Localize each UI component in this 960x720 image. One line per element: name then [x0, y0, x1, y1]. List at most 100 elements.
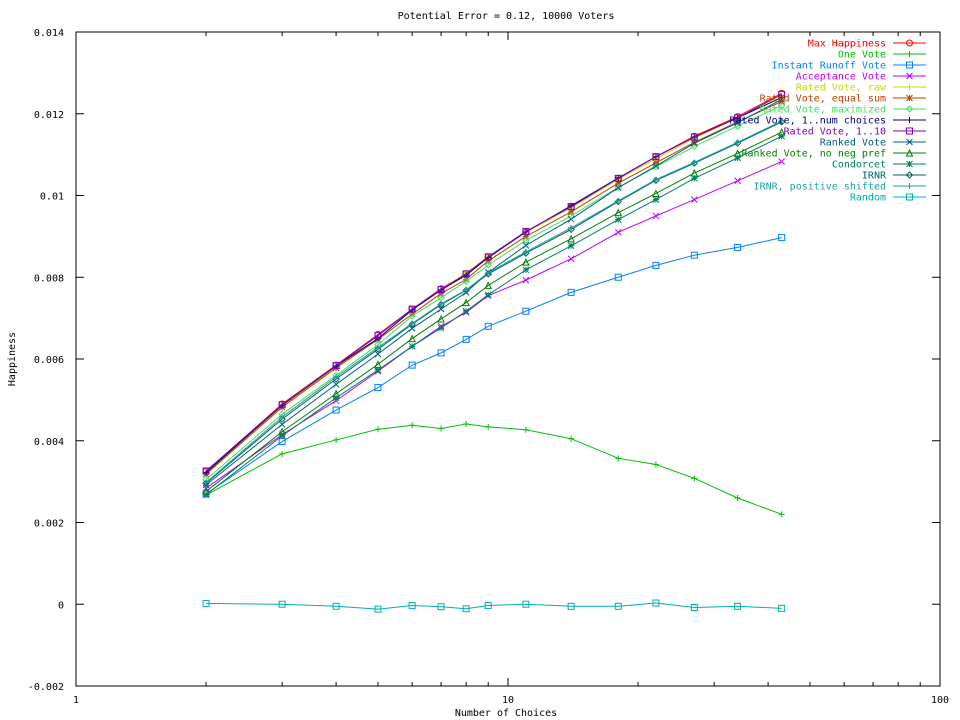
data-point [522, 266, 530, 274]
y-tick-label: 0.01 [40, 192, 64, 203]
series-line [206, 602, 782, 610]
data-point [691, 159, 698, 166]
legend-marker [906, 39, 913, 47]
data-point [652, 461, 659, 468]
data-point [522, 248, 529, 255]
data-point [522, 276, 530, 284]
legend-label: Max Happiness [808, 39, 886, 50]
data-point [462, 270, 470, 278]
data-point [522, 426, 529, 433]
data-point [332, 602, 340, 610]
data-point [734, 114, 742, 122]
data-point [567, 288, 575, 296]
data-point [778, 91, 786, 99]
y-tick-label: 0.012 [34, 110, 64, 121]
series-line [205, 131, 782, 492]
data-point [734, 118, 741, 126]
legend-marker [906, 193, 913, 201]
legend-label: Rated Vote, maximized [760, 105, 886, 116]
data-point [484, 253, 492, 261]
data-point [278, 421, 286, 428]
legend-marker [906, 117, 913, 123]
data-point [203, 479, 210, 486]
series-line [205, 94, 782, 472]
y-tick-label: 0.014 [34, 28, 64, 39]
data-point [437, 305, 445, 313]
legend-label: Ranked Vote, no neg pref [742, 149, 887, 160]
data-point [374, 366, 382, 374]
data-point [734, 494, 741, 501]
data-point [332, 362, 340, 370]
data-point [614, 208, 623, 217]
data-point [652, 189, 660, 197]
data-point [778, 96, 786, 103]
legend-label: Condorcet [832, 160, 886, 171]
series-random [202, 599, 786, 613]
data-point [408, 305, 416, 313]
data-point [462, 605, 470, 613]
chart-title: Potential Error = 0.12, 10000 Voters [398, 11, 615, 22]
data-point [652, 176, 659, 183]
data-point [614, 179, 622, 187]
data-point [278, 432, 286, 440]
data-point [438, 425, 445, 432]
data-point [437, 314, 445, 323]
data-point [615, 455, 622, 462]
y-tick-label: 0.004 [34, 437, 64, 448]
data-point [522, 233, 530, 240]
data-point [690, 604, 698, 612]
data-point [374, 426, 381, 433]
series-irnr-positive-shifted [203, 118, 785, 486]
data-point [734, 243, 742, 251]
data-point [463, 286, 470, 293]
data-point [374, 605, 382, 613]
data-point [614, 216, 622, 223]
data-point [374, 332, 382, 340]
data-point [408, 334, 416, 343]
legend-marker [906, 127, 913, 135]
data-point [462, 298, 470, 307]
legend-label: Rated Vote, equal sum [760, 94, 886, 105]
data-point [484, 261, 492, 269]
legend-marker [906, 61, 913, 69]
data-point [778, 234, 786, 242]
data-point [202, 599, 210, 607]
data-point [652, 159, 660, 167]
data-point [374, 350, 382, 358]
data-point [522, 307, 530, 315]
x-tick-label: 10 [502, 695, 514, 706]
data-point [614, 228, 622, 236]
data-point [568, 224, 575, 231]
data-point [778, 118, 785, 125]
data-point [652, 261, 660, 269]
data-point [734, 177, 741, 185]
data-point [484, 322, 492, 330]
data-point [777, 101, 786, 110]
data-point [374, 384, 382, 392]
legend-marker [906, 94, 913, 102]
data-point [734, 154, 741, 162]
x-axis-label: Number of Choices [455, 708, 557, 719]
axes: -0.002 0 0.002 0.004 0.006 0.008 0.01 0.012 0.01… [28, 28, 949, 706]
data-point [522, 242, 530, 249]
data-point [462, 307, 470, 315]
data-point [408, 324, 416, 332]
data-point [691, 475, 698, 482]
series-rated-vote-1-10 [202, 91, 786, 475]
legend-label: Rated Vote, raw [796, 83, 887, 94]
legend-label: IRNR [862, 171, 887, 182]
data-point [485, 423, 492, 430]
data-point [522, 600, 530, 608]
legend-marker [906, 183, 913, 189]
legend-marker [905, 148, 914, 157]
data-point [437, 603, 445, 611]
data-point [409, 320, 416, 327]
legend-marker [906, 84, 913, 90]
data-point [333, 436, 340, 443]
data-point [778, 132, 786, 140]
data-point [462, 335, 470, 343]
data-point [462, 275, 470, 283]
legend-label: Instant Runoff Vote [772, 61, 886, 72]
data-point [332, 380, 340, 388]
